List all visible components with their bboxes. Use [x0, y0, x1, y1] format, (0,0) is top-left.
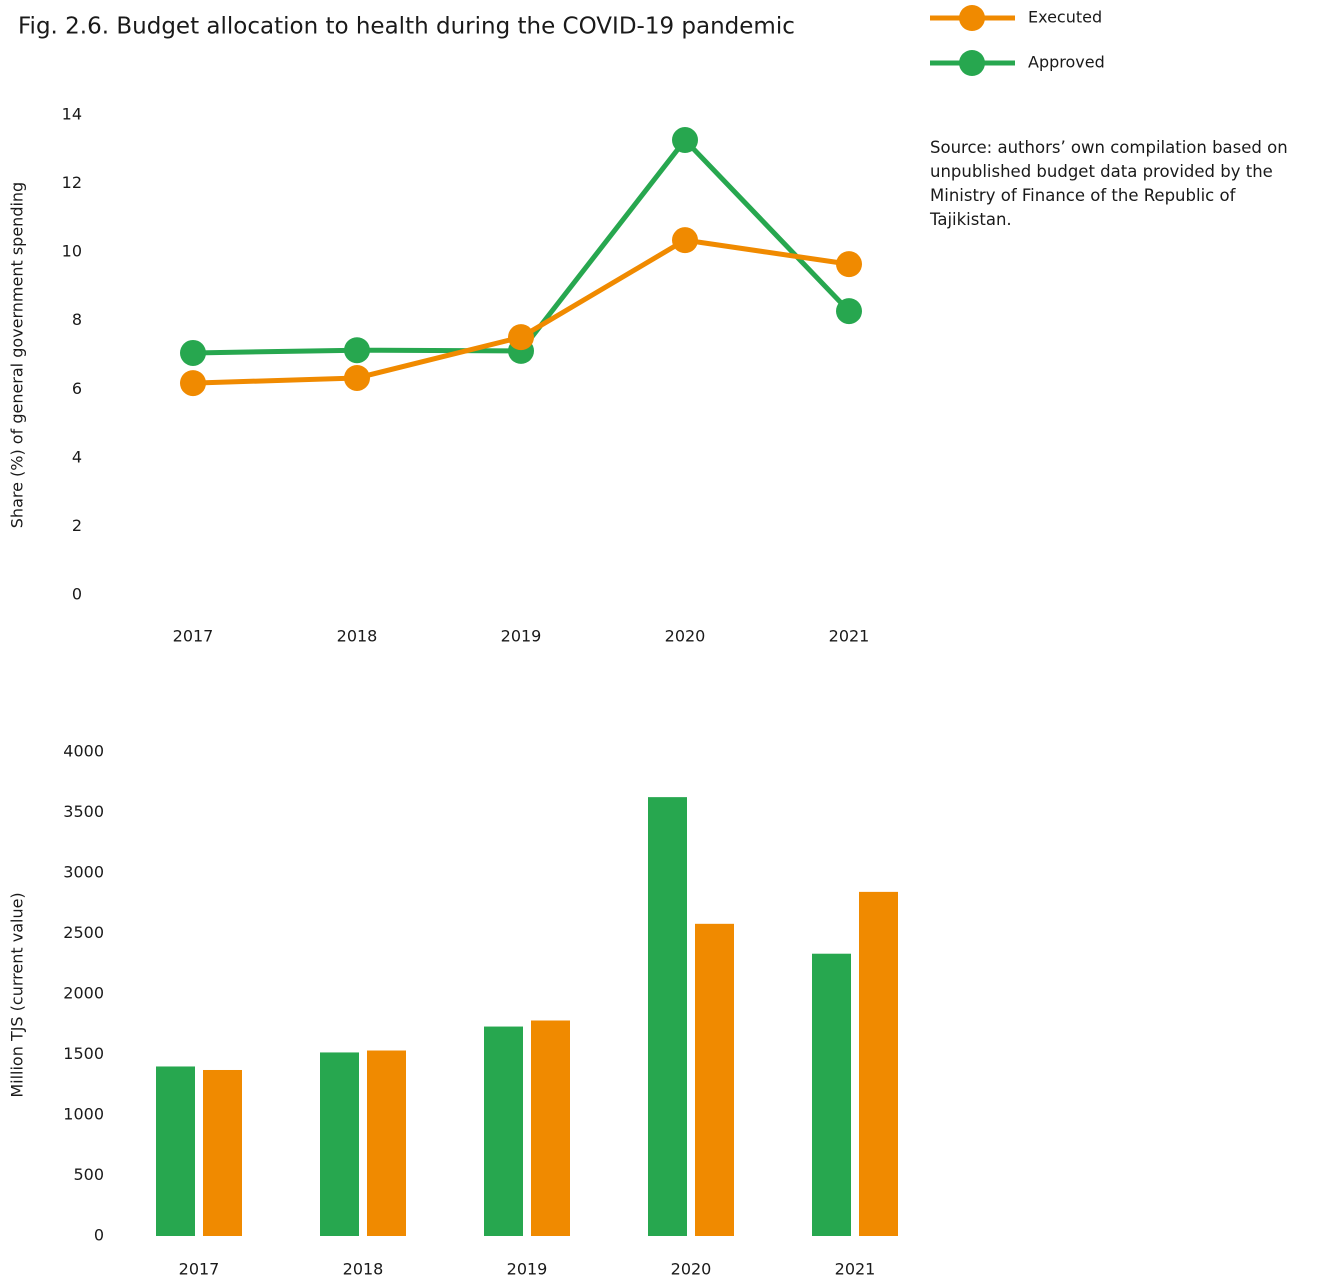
y-tick-label: 0 [94, 1226, 104, 1245]
series-line [192, 136, 851, 356]
chart-title: Fig. 2.6. Budget allocation to health du… [18, 14, 795, 40]
y-tick-label: 4000 [63, 742, 104, 761]
point [344, 364, 370, 391]
legend-marker [959, 50, 985, 76]
y-tick-label: 2500 [63, 923, 104, 942]
point [508, 324, 534, 351]
point [836, 298, 862, 325]
y-tick-label: 4 [72, 447, 82, 466]
x-tick-label: 2021 [829, 627, 870, 646]
x-tick-label: 2019 [501, 627, 542, 646]
bar [859, 891, 898, 1236]
y-tick-label: 6 [72, 379, 82, 398]
source-note: Source: authors’ own compilation based o… [930, 138, 1288, 229]
legend-label: Approved [1028, 53, 1105, 72]
point [836, 251, 862, 278]
y-tick-label: 14 [62, 105, 82, 124]
y-tick-label: 12 [62, 173, 82, 192]
bar [367, 1050, 406, 1236]
y-tick-label: 2000 [63, 984, 104, 1003]
legend-label: Executed [1028, 8, 1102, 27]
y-tick-label: 500 [73, 1165, 104, 1184]
x-tick-label: 2021 [835, 1260, 876, 1278]
y-tick-label: 0 [72, 585, 82, 604]
y-tick-label: 3500 [63, 802, 104, 821]
x-tick-label: 2017 [173, 627, 214, 646]
y-tick-label: 10 [62, 242, 82, 261]
bar [812, 953, 851, 1236]
y-axis-title: Million TJS (current value) [8, 892, 27, 1097]
x-tick-label: 2019 [507, 1260, 548, 1278]
y-tick-label: 3000 [63, 863, 104, 882]
bar [695, 923, 734, 1236]
x-tick-label: 2018 [343, 1260, 384, 1278]
x-tick-label: 2017 [179, 1260, 220, 1278]
y-tick-label: 1500 [63, 1044, 104, 1063]
bar [531, 1020, 570, 1236]
bar [156, 1066, 195, 1236]
legend-marker [959, 5, 985, 31]
y-tick-label: 1000 [63, 1105, 104, 1124]
y-tick-label: 2 [72, 516, 82, 535]
bar [203, 1069, 242, 1236]
point [344, 337, 370, 364]
x-tick-label: 2018 [337, 627, 378, 646]
point [672, 127, 698, 154]
x-tick-label: 2020 [671, 1260, 712, 1278]
bar [320, 1052, 359, 1236]
y-axis-title: Share (%) of general government spending [8, 182, 27, 528]
point [180, 339, 206, 366]
x-tick-label: 2020 [665, 627, 706, 646]
bar [484, 1026, 523, 1236]
point [672, 227, 698, 254]
bar [648, 797, 687, 1236]
point [180, 370, 206, 397]
y-tick-label: 8 [72, 310, 82, 329]
